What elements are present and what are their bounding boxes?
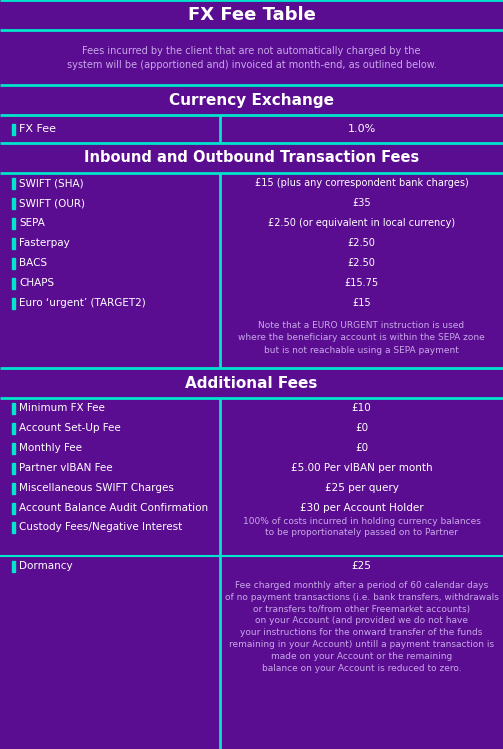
Bar <box>12 482 15 494</box>
Text: £2.50: £2.50 <box>348 238 375 248</box>
Text: Custody Fees/Negative Interest: Custody Fees/Negative Interest <box>19 522 182 532</box>
Text: SEPA: SEPA <box>19 218 45 228</box>
Text: £0: £0 <box>355 423 368 433</box>
Text: £15 (plus any correspondent bank charges): £15 (plus any correspondent bank charges… <box>255 178 468 188</box>
Text: 1.0%: 1.0% <box>348 124 376 134</box>
Text: SWIFT (OUR): SWIFT (OUR) <box>19 198 85 208</box>
Text: SWIFT (SHA): SWIFT (SHA) <box>19 178 83 188</box>
Bar <box>12 258 15 268</box>
Text: £30 per Account Holder: £30 per Account Holder <box>300 503 424 513</box>
Text: £25 per query: £25 per query <box>324 483 398 493</box>
Bar <box>12 443 15 453</box>
Bar <box>12 198 15 208</box>
Text: £10: £10 <box>352 403 371 413</box>
Text: system will be (apportioned and) invoiced at month-end, as outlined below.: system will be (apportioned and) invoice… <box>66 59 437 70</box>
Text: Note that a EURO URGENT instruction is used
where the beneficiary account is wit: Note that a EURO URGENT instruction is u… <box>238 321 485 355</box>
Text: Currency Exchange: Currency Exchange <box>169 92 334 108</box>
Text: Additional Fees: Additional Fees <box>185 375 318 390</box>
Text: £0: £0 <box>355 443 368 453</box>
Text: Monthly Fee: Monthly Fee <box>19 443 82 453</box>
Text: £2.50 (or equivalent in local currency): £2.50 (or equivalent in local currency) <box>268 218 455 228</box>
Text: £2.50: £2.50 <box>348 258 375 268</box>
Bar <box>12 297 15 309</box>
Text: Fees incurred by the client that are not automatically charged by the: Fees incurred by the client that are not… <box>82 46 421 55</box>
Bar <box>12 124 15 135</box>
Text: Partner vIBAN Fee: Partner vIBAN Fee <box>19 463 113 473</box>
Text: £15.75: £15.75 <box>345 278 379 288</box>
Text: Account Balance Audit Confirmation: Account Balance Audit Confirmation <box>19 503 208 513</box>
Text: Miscellaneous SWIFT Charges: Miscellaneous SWIFT Charges <box>19 483 174 493</box>
Bar <box>12 217 15 228</box>
Bar <box>12 178 15 189</box>
Text: Account Set-Up Fee: Account Set-Up Fee <box>19 423 121 433</box>
Text: FX Fee: FX Fee <box>19 124 56 134</box>
Text: FX Fee Table: FX Fee Table <box>188 6 315 24</box>
Text: 100% of costs incurred in holding currency balances
to be proportionately passed: 100% of costs incurred in holding curren… <box>242 517 480 537</box>
Text: CHAPS: CHAPS <box>19 278 54 288</box>
Bar <box>12 402 15 413</box>
Bar <box>12 422 15 434</box>
Text: Euro ‘urgent’ (TARGET2): Euro ‘urgent’ (TARGET2) <box>19 298 146 308</box>
Bar <box>12 237 15 249</box>
Text: BACS: BACS <box>19 258 47 268</box>
Text: Inbound and Outbound Transaction Fees: Inbound and Outbound Transaction Fees <box>84 151 419 166</box>
Text: Dormancy: Dormancy <box>19 561 72 571</box>
Text: £5.00 Per vIBAN per month: £5.00 Per vIBAN per month <box>291 463 432 473</box>
Text: £25: £25 <box>352 561 371 571</box>
Text: £15: £15 <box>352 298 371 308</box>
Text: Minimum FX Fee: Minimum FX Fee <box>19 403 105 413</box>
Bar <box>12 560 15 571</box>
Text: Fee charged monthly after a period of 60 calendar days
of no payment transaction: Fee charged monthly after a period of 60… <box>224 581 498 673</box>
Text: £35: £35 <box>352 198 371 208</box>
Bar <box>12 503 15 514</box>
Bar <box>12 462 15 473</box>
Bar <box>12 521 15 533</box>
Text: Fasterpay: Fasterpay <box>19 238 70 248</box>
Bar <box>12 277 15 288</box>
